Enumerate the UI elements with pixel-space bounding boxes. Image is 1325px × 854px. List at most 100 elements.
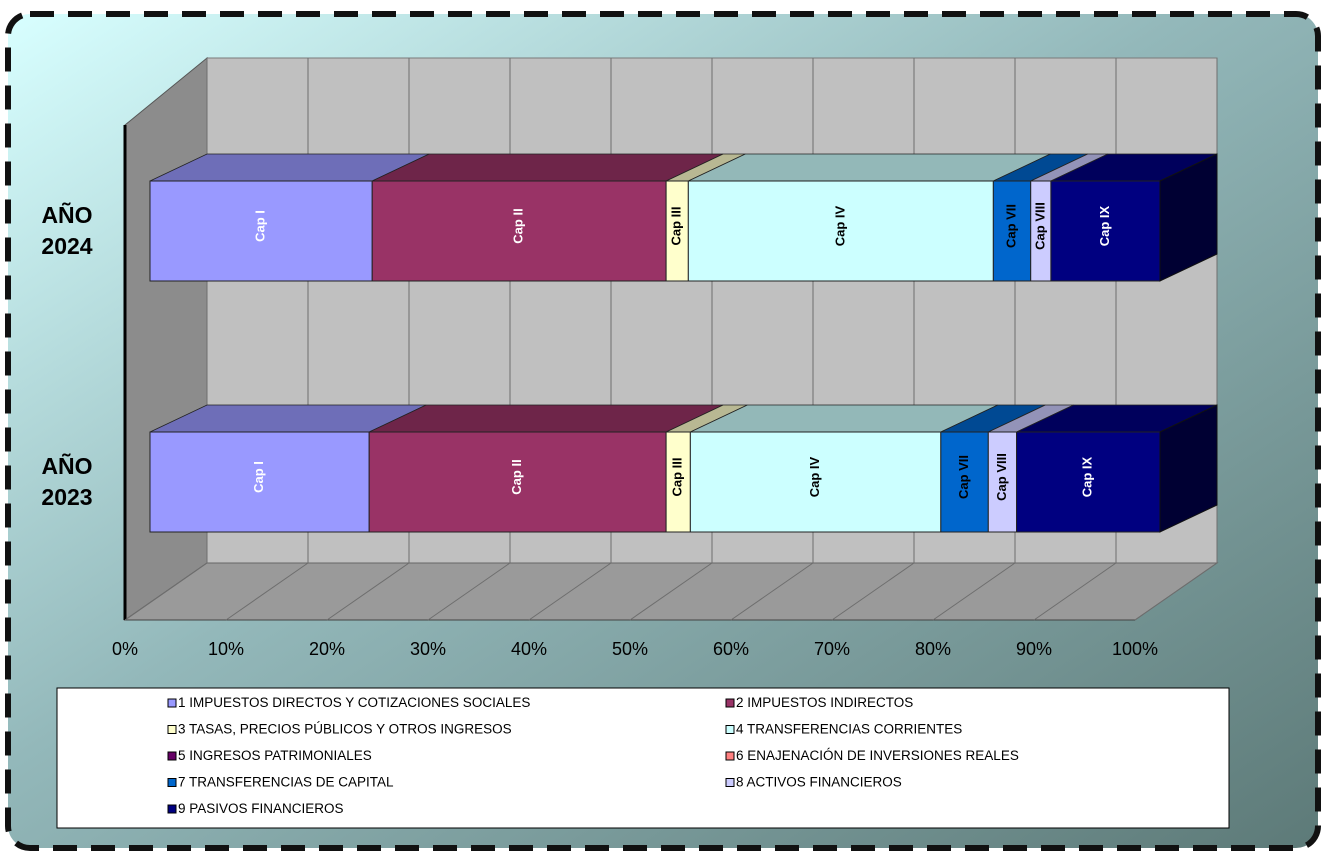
data-label: Cap VIII	[994, 453, 1009, 501]
legend-swatch	[725, 778, 735, 787]
legend-item: 2 IMPUESTOS INDIRECTOS	[725, 695, 913, 710]
bar-side-face	[1159, 404, 1218, 533]
legend-label: 7 TRANSFERENCIAS DE CAPITAL	[178, 775, 394, 790]
legend-swatch	[725, 725, 735, 734]
category-label-line2: 2024	[41, 233, 92, 259]
legend-item: 1 IMPUESTOS DIRECTOS Y COTIZACIONES SOCI…	[167, 695, 530, 710]
legend-item: 4 TRANSFERENCIAS CORRIENTES	[725, 722, 962, 737]
data-label: Cap IV	[832, 205, 847, 246]
x-tick-label: 100%	[1112, 639, 1158, 659]
floor-gridline	[730, 562, 814, 621]
bar-front-face	[371, 180, 667, 282]
x-tick-label: 50%	[612, 639, 648, 659]
floor-gridline	[1033, 562, 1117, 621]
floor-gridline	[831, 562, 915, 621]
floor-gridline	[124, 562, 208, 621]
bar-front-face	[149, 180, 373, 282]
bar-front-face	[665, 431, 691, 533]
legend-label: 2 IMPUESTOS INDIRECTOS	[736, 695, 913, 710]
bar-front-face	[987, 431, 1018, 533]
data-label: Cap I	[253, 210, 268, 242]
bar-segment: Cap VIII	[1030, 153, 1109, 282]
data-label: Cap VII	[1003, 204, 1018, 248]
legend-item: 5 INGRESOS PATRIMONIALES	[167, 748, 372, 763]
bar-segment: Cap I	[149, 404, 427, 533]
legend-swatch	[167, 698, 177, 708]
legend-label: 9 PASIVOS FINANCIEROS	[178, 801, 344, 816]
bar-front-face	[149, 431, 370, 533]
bar-segment: Cap IV	[689, 404, 999, 533]
x-tick-label: 60%	[713, 639, 749, 659]
x-tick-label: 0%	[112, 639, 138, 659]
floor-gridline	[629, 562, 713, 621]
bar-front-face	[689, 431, 942, 533]
bar-segment: Cap III	[665, 404, 748, 533]
floor-gridline	[225, 562, 309, 621]
bar-segment: Cap II	[371, 153, 724, 282]
data-label: Cap VIII	[1032, 202, 1047, 250]
bars: Cap I Cap II Cap III Cap IV Cap VII Cap VIII C…	[149, 153, 1218, 533]
bar-segment: Cap VII	[940, 404, 1046, 533]
category-label-line1: AÑO	[41, 201, 92, 228]
bar-top-face	[368, 404, 724, 433]
legend-label: 5 INGRESOS PATRIMONIALES	[178, 748, 372, 763]
bar-side-face	[1159, 153, 1218, 282]
floor-gridline	[1134, 562, 1218, 621]
data-label: Cap III	[669, 206, 684, 245]
x-tick-label: 90%	[1016, 639, 1052, 659]
data-label: Cap III	[670, 457, 685, 496]
legend-item: 6 ENAJENACIÓN DE INVERSIONES REALES	[725, 748, 1019, 763]
data-label: Cap IX	[1080, 456, 1095, 497]
bar-segment: Cap VIII	[987, 404, 1074, 533]
floor-gridline	[326, 562, 410, 621]
bar-front-face	[1016, 431, 1161, 533]
legend-item: 9 PASIVOS FINANCIEROS	[167, 801, 344, 816]
legend-label: 3 TASAS, PRECIOS PÚBLICOS Y OTROS INGRES…	[178, 722, 512, 737]
category-labels: AÑO 2023 AÑO 2024	[41, 201, 92, 510]
category-label-line2: 2023	[41, 484, 92, 510]
data-label: Cap II	[511, 208, 526, 243]
floor-gridline	[427, 562, 511, 621]
bar-segment: Cap III	[665, 153, 746, 282]
legend-label: 1 IMPUESTOS DIRECTOS Y COTIZACIONES SOCI…	[178, 695, 530, 710]
legend-item: 7 TRANSFERENCIAS DE CAPITAL	[167, 775, 394, 790]
bar-segment: Cap I	[149, 153, 430, 282]
legend-label: 4 TRANSFERENCIAS CORRIENTES	[736, 722, 962, 737]
x-tick-label: 80%	[915, 639, 951, 659]
legend-item: 8 ACTIVOS FINANCIEROS	[725, 775, 902, 790]
legend-label: 6 ENAJENACIÓN DE INVERSIONES REALES	[736, 748, 1019, 763]
bar-front-face	[1050, 180, 1161, 282]
bar-top-face	[372, 153, 724, 182]
floor-gridline	[932, 562, 1016, 621]
legend-swatch	[167, 751, 177, 761]
bar-segment: Cap IX	[1016, 404, 1218, 533]
bar-front-face	[940, 431, 989, 533]
bar-segment: Cap II	[368, 404, 724, 533]
legend-swatch	[725, 698, 735, 708]
x-tick-label: 20%	[309, 639, 345, 659]
x-tick-label: 40%	[511, 639, 547, 659]
floor-gridline	[528, 562, 612, 621]
x-tick-label: 10%	[208, 639, 244, 659]
category-label-line1: AÑO	[41, 452, 92, 479]
legend-box	[56, 687, 1230, 829]
legend-item: 3 TASAS, PRECIOS PÚBLICOS Y OTROS INGRES…	[167, 722, 512, 737]
data-label: Cap II	[509, 459, 524, 494]
legend-label: 8 ACTIVOS FINANCIEROS	[736, 775, 902, 790]
x-tick-label: 30%	[410, 639, 446, 659]
bar-top-face	[688, 153, 1051, 182]
data-label: Cap I	[251, 461, 266, 493]
legend: 1 IMPUESTOS DIRECTOS Y COTIZACIONES SOCI…	[56, 687, 1230, 829]
legend-swatch	[167, 804, 177, 814]
x-tick-label: 70%	[814, 639, 850, 659]
data-label: Cap IV	[807, 456, 822, 497]
legend-swatch	[167, 778, 177, 787]
data-label: Cap VII	[956, 455, 971, 499]
x-tick-labels: 0% 10% 20% 30% 40% 50% 60% 70% 80% 90% 100%	[112, 639, 1158, 659]
side-wall	[124, 56, 208, 621]
legend-swatch	[725, 751, 735, 761]
data-label: Cap IX	[1097, 205, 1112, 246]
legend-swatch	[167, 725, 177, 734]
